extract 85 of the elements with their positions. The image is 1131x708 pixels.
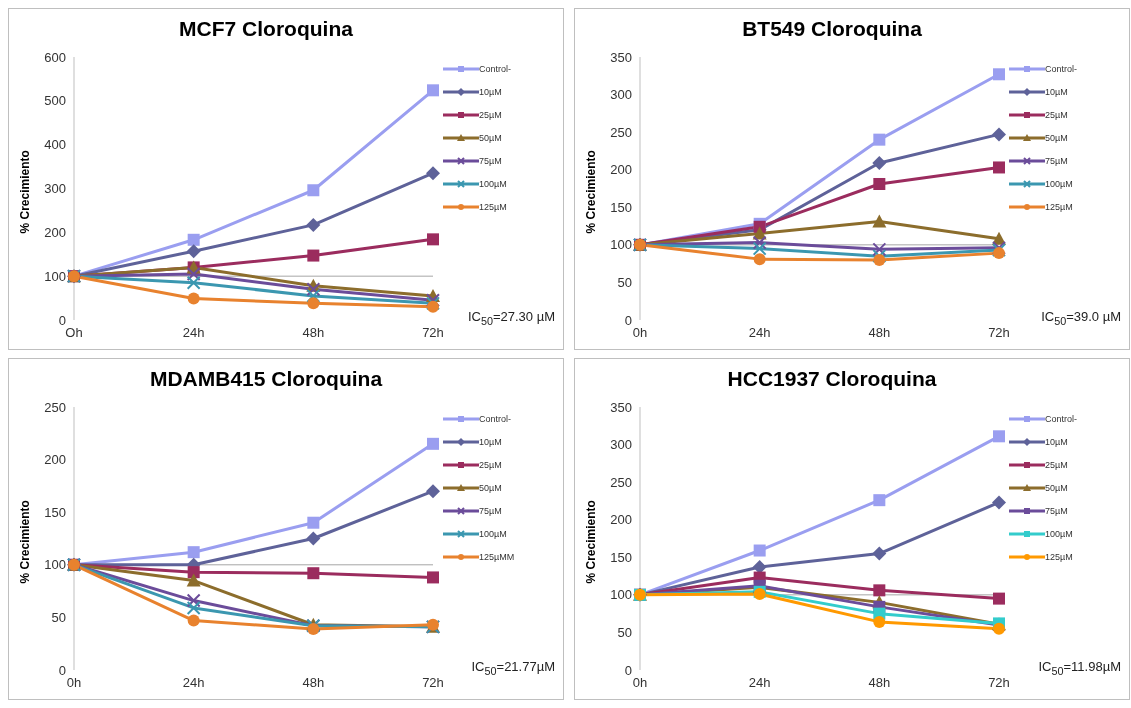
x-tick-label: 72h <box>988 675 1010 691</box>
x-tick-label: 0h <box>632 325 648 341</box>
text: IC$_{50}$=39.0 µM <box>1041 309 1121 327</box>
legend-label: Control- <box>1045 413 1078 424</box>
legend-label: 75µM <box>479 505 502 516</box>
y-tick-label: 300 <box>44 181 66 197</box>
y-axis-title: % Crecimiento <box>584 500 599 584</box>
y-tick-label: 350 <box>610 49 632 65</box>
x-tick-label: Oh <box>65 325 83 341</box>
x-tick-label: 48h <box>302 675 325 691</box>
x-tick-label: 48h <box>868 325 891 341</box>
y-tick-label: 150 <box>610 549 632 565</box>
legend-label: 100µM <box>479 178 507 189</box>
legend-label: 50µM <box>479 132 502 143</box>
y-tick-label: 250 <box>610 124 632 140</box>
legend-label: Control- <box>1045 63 1078 74</box>
x-tick-label: 48h <box>302 325 325 341</box>
y-tick-label: 0 <box>58 312 66 328</box>
y-tick-label: 200 <box>44 224 66 240</box>
y-tick-label: 500 <box>44 93 66 109</box>
y-tick-label: 50 <box>617 275 632 291</box>
y-tick-label: 200 <box>610 512 632 528</box>
y-tick-label: 50 <box>617 625 632 641</box>
x-tick-label: 72h <box>422 325 444 341</box>
legend-label: 125µMM <box>479 551 515 562</box>
y-axis-title: % Crecimiento <box>18 500 33 584</box>
text: IC$_{50}$=11.98µM <box>1038 659 1121 677</box>
legend-label: 125µM <box>1045 201 1073 212</box>
legend-label: 125µM <box>1045 551 1073 562</box>
legend-label: 25µM <box>479 109 502 120</box>
y-tick-label: 100 <box>44 268 66 284</box>
y-tick-label: 350 <box>610 399 632 415</box>
chart-title: BT549 Cloroquina <box>741 17 923 42</box>
y-tick-label: 0 <box>624 662 632 678</box>
y-tick-label: 200 <box>44 452 66 468</box>
legend-label: 50µM <box>1045 482 1068 493</box>
chart-title: HCC1937 Cloroquina <box>726 367 938 392</box>
y-axis-title: % Crecimiento <box>584 150 599 234</box>
x-tick-label: 48h <box>868 675 891 691</box>
y-tick-label: 100 <box>610 237 632 253</box>
y-tick-label: 50 <box>51 610 66 626</box>
y-tick-label: 0 <box>58 662 66 678</box>
legend-label: Control- <box>479 63 512 74</box>
x-tick-label: 0h <box>632 675 648 691</box>
y-tick-label: 250 <box>610 474 632 490</box>
chart-title: MDAMB415 Cloroquina <box>148 367 384 392</box>
y-tick-label: 250 <box>44 399 66 415</box>
legend-label: 10µM <box>1045 436 1068 447</box>
y-tick-label: 400 <box>44 137 66 153</box>
y-tick-label: 200 <box>610 162 632 178</box>
y-tick-label: 100 <box>44 557 66 573</box>
y-axis-title: % Crecimiento <box>18 150 33 234</box>
chart-title: MCF7 Cloroquina <box>178 17 354 42</box>
legend-label: 100µM <box>1045 528 1073 539</box>
x-tick-label: 24h <box>182 325 205 341</box>
x-tick-label: 72h <box>422 675 444 691</box>
legend-label: 100µM <box>1045 178 1073 189</box>
y-tick-label: 300 <box>610 437 632 453</box>
legend-label: 10µM <box>479 86 502 97</box>
legend-label: 75µM <box>1045 155 1068 166</box>
text: IC$_{50}$=27.30 µM <box>467 309 555 327</box>
legend-label: 10µM <box>1045 86 1068 97</box>
legend-label: 10µM <box>479 436 502 447</box>
legend-label: 100µM <box>479 528 507 539</box>
y-tick-label: 600 <box>44 49 66 65</box>
legend-label: 25µM <box>1045 459 1068 470</box>
legend-label: 50µM <box>479 482 502 493</box>
legend-label: 75µM <box>479 155 502 166</box>
legend-label: 125µM <box>479 201 507 212</box>
legend-label: 25µM <box>1045 109 1068 120</box>
x-tick-label: 24h <box>748 675 771 691</box>
x-tick-label: 24h <box>182 675 205 691</box>
y-tick-label: 150 <box>610 199 632 215</box>
x-tick-label: 72h <box>988 325 1010 341</box>
x-tick-label: 0h <box>66 675 82 691</box>
y-tick-label: 300 <box>610 87 632 103</box>
y-tick-label: 0 <box>624 312 632 328</box>
y-tick-label: 150 <box>44 504 66 520</box>
legend-label: 50µM <box>1045 132 1068 143</box>
legend-label: 25µM <box>479 459 502 470</box>
text: IC$_{50}$=21.77µM <box>471 659 555 677</box>
x-tick-label: 24h <box>748 325 771 341</box>
legend-label: 75µM <box>1045 505 1068 516</box>
y-tick-label: 100 <box>610 587 632 603</box>
legend-label: Control- <box>479 413 512 424</box>
